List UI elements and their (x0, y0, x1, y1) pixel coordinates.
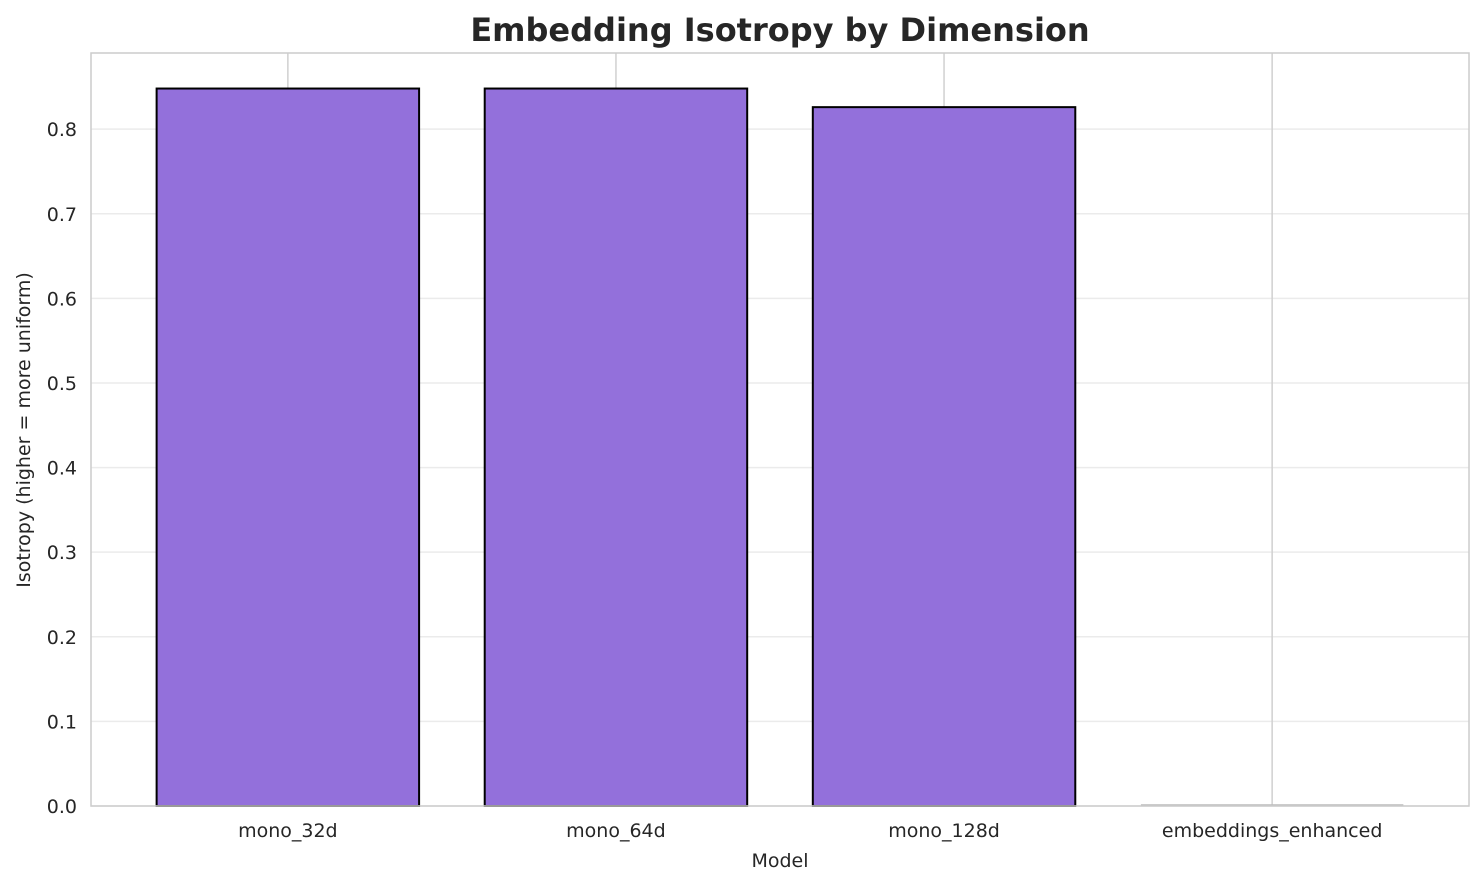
plot-frame (90, 52, 1470, 807)
y-tick-label: 0.6 (47, 288, 77, 310)
x-tick-labels: mono_32d mono_64d mono_128d embeddings_enha… (238, 820, 1382, 842)
y-tick-label: 0.7 (47, 204, 77, 226)
bar-mono_32d (155, 87, 421, 807)
x-tick-label: mono_128d (888, 820, 1000, 842)
y-tick-label: 0.3 (47, 542, 77, 564)
y-tick-label: 0.2 (47, 627, 77, 649)
y-tick-label: 0.0 (47, 796, 77, 818)
x-tick-label: mono_64d (566, 820, 666, 842)
y-tick-label: 0.5 (47, 373, 77, 395)
bars (155, 87, 1404, 807)
x-tick-label: mono_32d (238, 820, 338, 842)
x-axis-label: Model (751, 850, 808, 872)
x-tick-label: embeddings_enhanced (1162, 820, 1383, 842)
bar-mono_64d (483, 87, 749, 807)
chart-title: Embedding Isotropy by Dimension (470, 11, 1089, 49)
y-tick-label: 0.8 (47, 119, 77, 141)
bar-mono_128d (811, 106, 1077, 807)
y-tick-label: 0.4 (47, 458, 77, 480)
y-tick-labels: 0.0 0.1 0.2 0.3 0.4 0.5 0.6 0.7 0.8 (47, 119, 77, 818)
y-axis-label: Isotropy (higher = more uniform) (13, 272, 35, 588)
y-tick-label: 0.1 (47, 711, 77, 733)
